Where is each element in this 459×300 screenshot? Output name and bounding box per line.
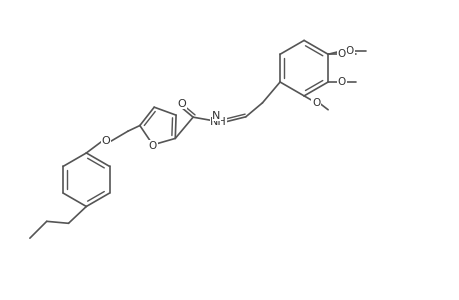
Text: O: O (177, 99, 186, 109)
Text: O: O (101, 136, 110, 146)
Text: NH: NH (210, 117, 226, 127)
Text: O: O (337, 49, 345, 59)
Text: N: N (212, 111, 220, 121)
Text: O: O (345, 46, 353, 56)
Text: O: O (337, 77, 345, 87)
Text: O: O (148, 141, 157, 151)
Text: O: O (311, 98, 319, 108)
